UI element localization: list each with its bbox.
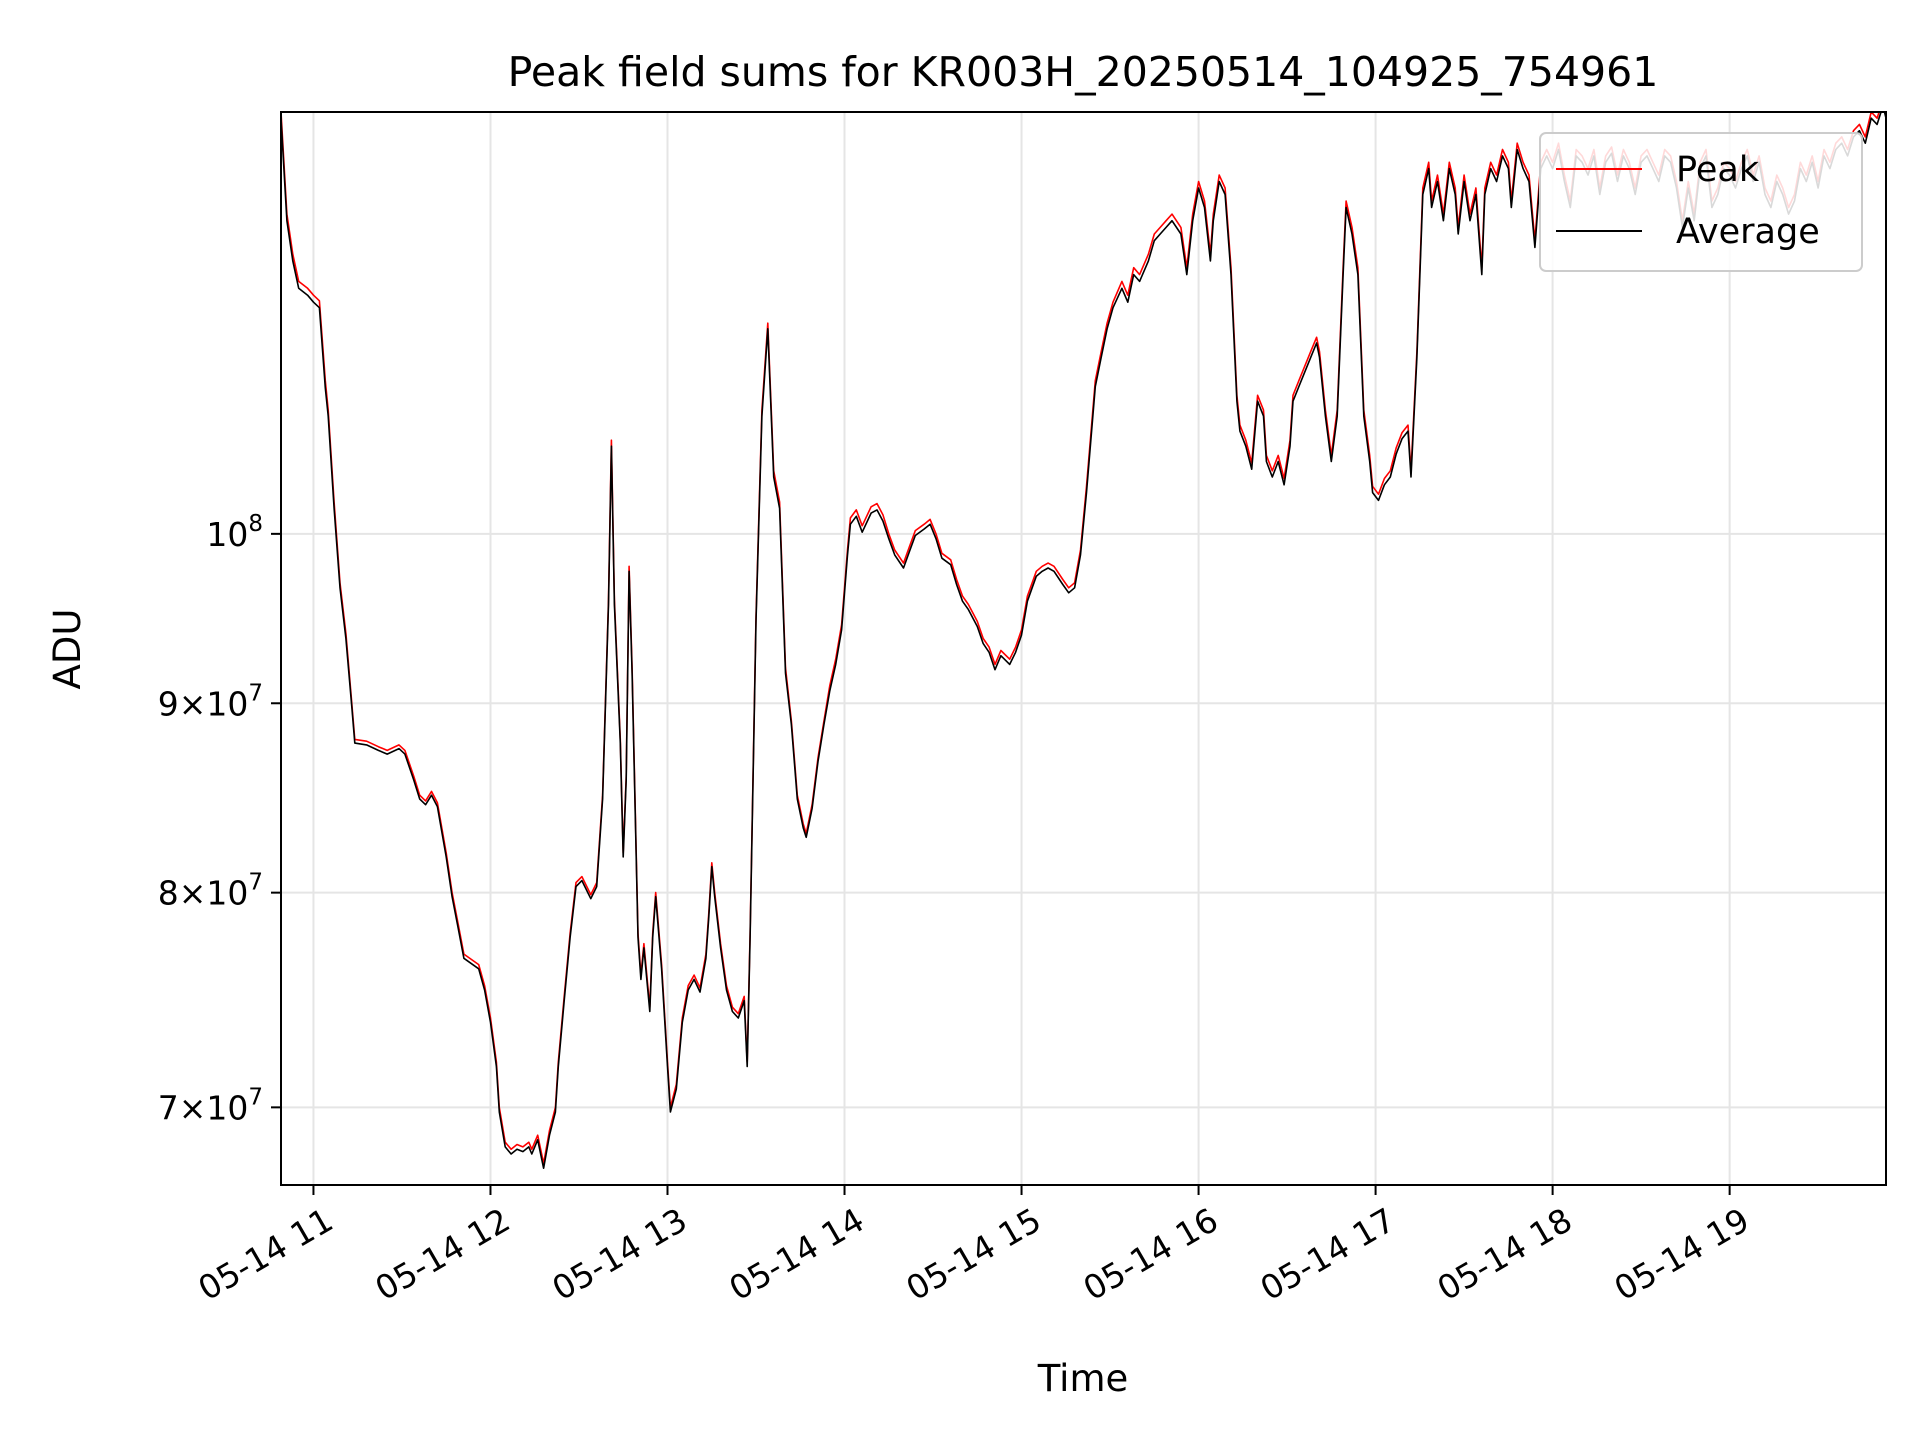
y-tick-base: 10: [206, 684, 248, 723]
y-tick-mantissa: 9: [158, 684, 179, 723]
legend: Peak Average: [1539, 132, 1863, 272]
y-tick-exponent: 7: [248, 1084, 263, 1110]
x-axis-label: Time: [1037, 1357, 1129, 1400]
y-tick-exponent: 8: [248, 511, 263, 537]
y-tick-base: 10: [206, 515, 248, 554]
y-tick-label: 7×107: [158, 1084, 263, 1127]
y-tick-times: ×: [179, 1088, 207, 1127]
y-axis-label: ADU: [46, 609, 89, 690]
y-tick-exponent: 7: [248, 870, 263, 896]
y-tick-base: 10: [206, 1088, 248, 1127]
y-tick-label: 8×107: [158, 870, 263, 913]
legend-label-peak: Peak: [1676, 150, 1760, 190]
grid-lines: [281, 112, 1886, 1185]
y-tick-exponent: 7: [248, 680, 263, 706]
y-tick-base: 10: [206, 874, 248, 913]
y-tick-mantissa: 8: [158, 874, 179, 913]
y-tick-label: 9×107: [158, 680, 263, 723]
axes-frame: [280, 111, 1887, 1186]
y-tick-mantissa: 7: [158, 1088, 179, 1127]
y-tick-times: ×: [179, 874, 207, 913]
y-tick-times: ×: [179, 684, 207, 723]
y-tick-label: 108: [206, 511, 263, 554]
legend-box: [1539, 132, 1863, 272]
legend-label-average: Average: [1676, 212, 1820, 252]
chart-title: Peak field sums for KR003H_20250514_1049…: [508, 48, 1659, 96]
